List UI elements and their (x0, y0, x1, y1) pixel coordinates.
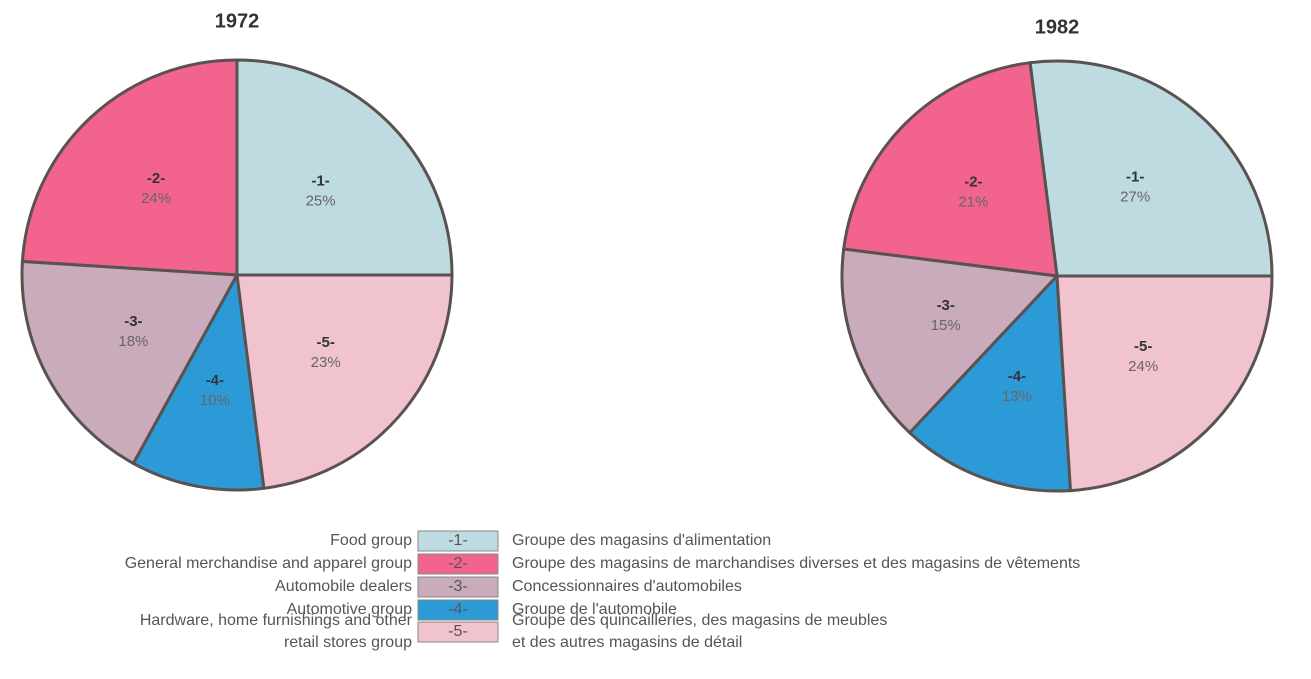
legend-french: et des autres magasins de détail (512, 634, 742, 651)
legend-english: General merchandise and apparel group (125, 555, 412, 572)
pie-slice (235, 273, 454, 490)
legend-code: -5- (448, 623, 468, 640)
slice-code: -3- (124, 313, 142, 330)
slice-code: -2- (964, 173, 982, 190)
chart-title: 1972 (215, 10, 260, 32)
legend-code: -4- (448, 601, 468, 618)
legend-french: Concessionnaires d'automobiles (512, 578, 742, 595)
slice-code: -2- (147, 170, 165, 187)
legend-swatch (417, 553, 499, 575)
pie-slice (131, 270, 266, 492)
pie-slice (1028, 59, 1274, 278)
chart-title: 1982 (1035, 16, 1080, 38)
pie-slice (842, 61, 1059, 278)
legend-swatch (417, 576, 499, 598)
slice-code: -1- (1126, 168, 1144, 185)
slice-code: -1- (311, 172, 329, 189)
legend-french: Groupe des quincailleries, des magasins … (512, 612, 887, 629)
legend-code: -3- (448, 578, 468, 595)
legend-swatch (417, 621, 499, 643)
pie-slice (907, 272, 1073, 493)
legend-french: Groupe des magasins d'alimentation (512, 532, 771, 549)
legend-code: -1- (448, 532, 468, 549)
legend-swatch (417, 599, 499, 621)
pie-slice (235, 58, 454, 277)
legend-code: -2- (448, 555, 468, 572)
slice-percent: 13% (1002, 388, 1032, 405)
legend-french: Groupe de l'automobile (512, 601, 677, 618)
pie-slice (840, 247, 1061, 435)
slice-code: -5- (317, 334, 335, 351)
legend-swatch (417, 530, 499, 552)
legend-english: Hardware, home furnishings and other (140, 612, 413, 629)
legend-english: Automobile dealers (275, 578, 412, 595)
pie-slice (20, 58, 239, 277)
slice-percent: 24% (141, 190, 171, 207)
pie-slice (1055, 274, 1274, 493)
slice-percent: 15% (931, 317, 961, 334)
slice-percent: 10% (200, 392, 230, 409)
legend-english: Automotive group (287, 601, 413, 618)
legend-english: retail stores group (284, 634, 412, 651)
legend-english: Food group (330, 532, 412, 549)
slice-code: -3- (937, 297, 955, 314)
slice-percent: 18% (118, 333, 148, 350)
slice-code: -5- (1134, 338, 1152, 355)
slice-percent: 21% (958, 193, 988, 210)
pie-slice (20, 259, 240, 466)
slice-percent: 23% (311, 354, 341, 371)
legend-french: Groupe des magasins de marchandises dive… (512, 555, 1080, 572)
slice-code: -4- (206, 372, 224, 389)
slice-code: -4- (1008, 368, 1026, 385)
slice-percent: 25% (306, 192, 336, 209)
slice-percent: 24% (1128, 358, 1158, 375)
slice-percent: 27% (1120, 188, 1150, 205)
